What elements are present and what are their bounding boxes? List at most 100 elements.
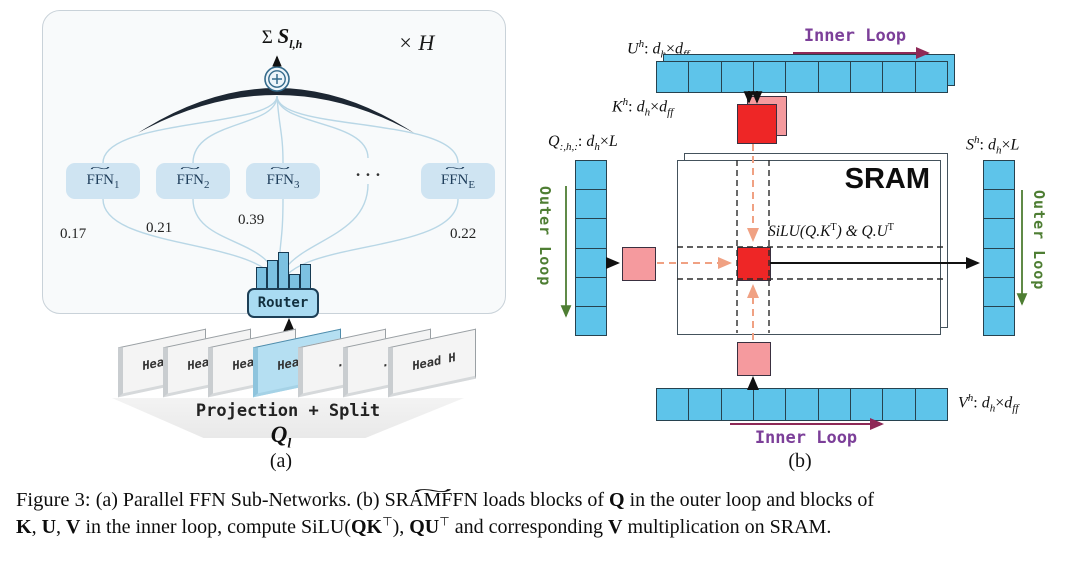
dim-sub: h [995,144,1002,157]
ffn-ellipsis: · · · [355,165,381,184]
router-weight: 0.21 [146,220,173,236]
dim: d [987,136,996,154]
caption-text: and corresponding [449,516,608,539]
caption-text: multiplication on SRAM. [622,516,832,539]
head-label: Head H [412,349,456,374]
k-symbol: K [612,98,623,116]
dim-sub: ff [1012,402,1019,415]
transpose-sup: T [830,222,837,233]
matrix-cell [754,62,787,92]
caption-text: , [56,516,67,539]
tilde-accent: ~ [412,481,454,501]
caption-text: in the inner loop, compute SiLU( [80,516,351,539]
bold-qu: QU [409,516,440,539]
matrix-cell [657,62,690,92]
matrix-cell [754,389,787,420]
s-symbol: S [277,24,290,48]
v-matrix-label: Vh: dh×dff [958,392,1018,415]
colon: : [628,98,637,116]
ffn-label: FFN [86,171,115,188]
bold-qk: QK [350,516,383,539]
u-symbol: U [627,40,639,58]
colon: : [979,136,988,154]
silu-part: SiLU(Q.K [768,223,831,241]
q-subscript: l [287,436,292,452]
matrix-cell [657,389,690,420]
dim: d [1004,394,1013,412]
tilde-accent: ~ [89,160,111,175]
q-matrix-label: Q:,h,:: dh×L [548,133,618,153]
v-block-tile [737,342,771,376]
ffn-label: FFN [266,171,295,188]
matrix-cell [984,249,1014,278]
router-weight: 0.22 [450,226,477,242]
caption-line-2: K, U, V in the inner loop, compute SiLU(… [16,514,1068,541]
router-weight: 0.17 [60,226,87,242]
bold-v: V [66,516,81,539]
caption-text: ), [392,516,410,539]
matrix-cell [819,62,851,92]
matrix-cell [819,389,851,420]
dim: L [608,133,618,150]
ffn-box-3: ~ FFN3 [246,161,320,199]
sram-title: SRAM [844,163,930,195]
tilde-accent: ~ [179,160,201,175]
router-label: Router [257,295,309,311]
matrix-cell [984,278,1014,307]
caption-text: (a) Parallel FFN Sub-Networks. (b) [95,489,385,511]
matrix-cell [689,62,722,92]
q-matrix-column [575,160,607,336]
panel-b-label: (b) [788,450,812,472]
ffn-to-sum-curves [102,95,459,164]
matrix-cell [984,219,1014,249]
matrix-cell [883,62,916,92]
u-matrix-row [656,61,948,93]
ffn-box-e: ~ FFNE [421,161,495,199]
matrix-cell [576,161,606,191]
transpose-sup: ⊤ [439,514,450,529]
ffn-subscript: 1 [114,178,120,191]
ffn-label: FFN [176,171,205,188]
s-subscript: l,h [289,37,303,51]
q-sub: :,h,: [559,141,578,154]
panel-b-arrows [560,47,1028,430]
matrix-cell [576,249,606,278]
transpose-sup: ⊤ [382,514,393,529]
dim: d [675,40,684,58]
ffn-box-2: ~ FFN2 [156,160,230,199]
ffn-subscript: 3 [294,178,300,191]
sum-output-label: Σ Sl,h [227,24,337,52]
bold-v: V [607,516,623,539]
matrix-cell [786,62,819,92]
colon: : [577,133,587,150]
figure-number: Figure 3: [16,489,96,511]
matrix-cell [883,389,916,420]
ffn-subscript: E [468,178,476,191]
bold-q: Q [609,489,625,511]
matrix-cell [576,219,606,249]
bold-u: U [41,516,57,539]
dim-sub: ff [667,106,674,119]
matrix-cell [984,161,1014,191]
s-symbol: S [966,136,974,154]
times: × [650,98,660,116]
dim: d [586,133,595,150]
aggregation-arc [138,88,414,133]
times: × [599,133,609,150]
k-block-front [737,104,777,144]
matrix-cell [786,389,819,420]
outer-loop-label-right: Outer Loop [1030,190,1048,291]
dim: d [652,40,661,58]
sum-plus-icon [264,66,290,92]
matrix-cell [984,190,1014,220]
silu-formula: SiLU(Q.KT) & Q.UT [768,222,894,241]
matrix-cell [722,62,754,92]
inner-loop-label-top: Inner Loop [803,26,907,46]
transpose-sup: T [887,222,894,233]
sramffn-term: ~ SRAMFFN [385,481,478,511]
dashed-compute-bands [677,160,947,333]
dim: d [659,98,668,116]
s-matrix-column [983,160,1015,336]
colon: : [644,40,653,58]
